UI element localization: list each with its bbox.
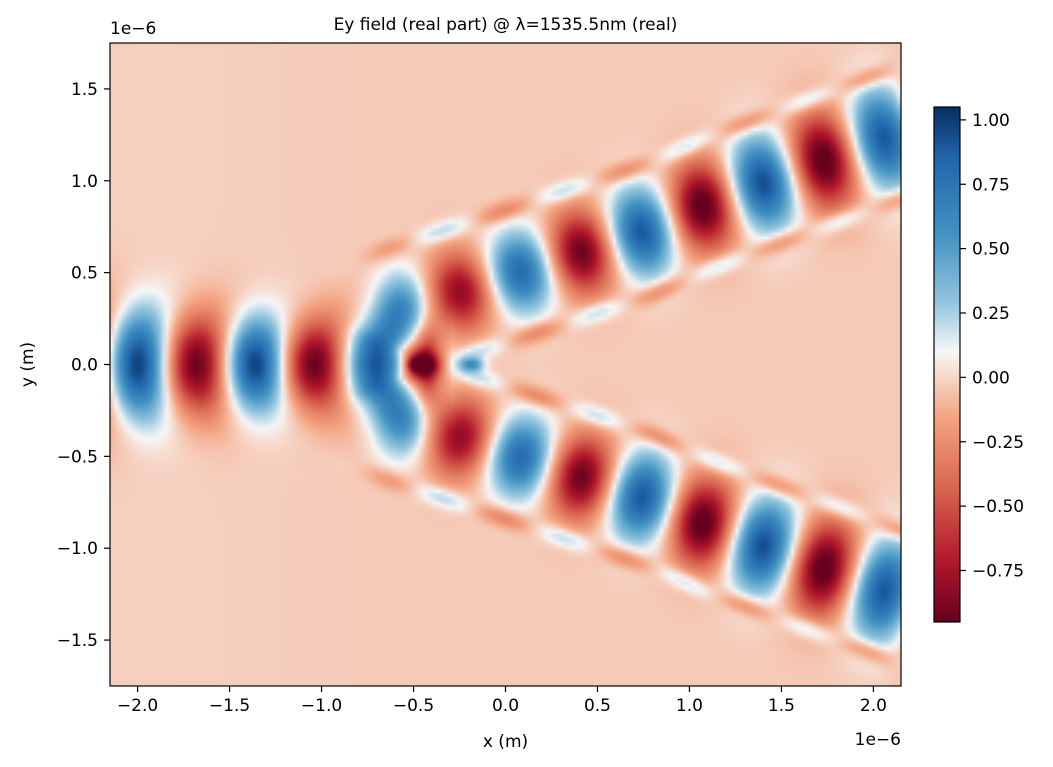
colorbar-tick-label: 0.25 bbox=[972, 304, 1010, 324]
y-tick-label: 1.5 bbox=[71, 80, 98, 100]
y-tick-label: 0.5 bbox=[71, 264, 98, 284]
colorbar-tick-label: −0.25 bbox=[972, 433, 1024, 453]
colorbar: 1.00 0.75 0.50 0.25 0.00 −0.25 −0.50 −0.75 bbox=[933, 106, 1024, 623]
x-tick-label: 0.5 bbox=[584, 696, 611, 716]
y-tick-label: 0.0 bbox=[71, 356, 98, 376]
colorbar-tick-label: 0.50 bbox=[972, 240, 1010, 260]
x-tick-label: −1.0 bbox=[301, 696, 342, 716]
x-tick-label: 1.0 bbox=[676, 696, 703, 716]
colorbar-tick-label: 1.00 bbox=[972, 111, 1010, 131]
colorbar-ticks: 1.00 0.75 0.50 0.25 0.00 −0.25 −0.50 −0.75 bbox=[960, 111, 1024, 582]
colorbar-tick-label: 0.75 bbox=[972, 175, 1010, 195]
y-tick-label: −1.0 bbox=[57, 539, 98, 559]
y-tick-label: −1.5 bbox=[57, 631, 98, 651]
x-tick-label: −0.5 bbox=[393, 696, 434, 716]
x-tick-label: −1.5 bbox=[209, 696, 250, 716]
x-tick-label: 0.0 bbox=[492, 696, 519, 716]
colorbar-tick-label: 0.00 bbox=[972, 368, 1010, 388]
y-axis-label: y (m) bbox=[18, 342, 38, 387]
x-tick-label: 1.5 bbox=[768, 696, 795, 716]
x-axis-ticks: −2.0 −1.5 −1.0 −0.5 0.0 0.5 1.0 1.5 2.0 bbox=[117, 686, 887, 716]
y-tick-label: −0.5 bbox=[57, 447, 98, 467]
x-axis-label: x (m) bbox=[483, 732, 528, 752]
colorbar-gradient bbox=[934, 107, 960, 622]
y-tick-label: 1.0 bbox=[71, 172, 98, 192]
x-offset-label: 1e−6 bbox=[855, 730, 901, 750]
plot-area bbox=[109, 42, 902, 687]
y-offset-label: 1e−6 bbox=[110, 19, 156, 39]
colorbar-tick-label: −0.50 bbox=[972, 497, 1024, 517]
y-axis-ticks: 1.5 1.0 0.5 0.0 −0.5 −1.0 −1.5 bbox=[57, 80, 110, 651]
colorbar-frame bbox=[933, 106, 961, 623]
x-tick-label: 2.0 bbox=[860, 696, 887, 716]
field-heatmap bbox=[110, 43, 901, 686]
chart-title: Ey field (real part) @ λ=1535.5nm (real) bbox=[334, 15, 678, 35]
colorbar-tick-label: −0.75 bbox=[972, 562, 1024, 582]
x-tick-label: −2.0 bbox=[117, 696, 158, 716]
